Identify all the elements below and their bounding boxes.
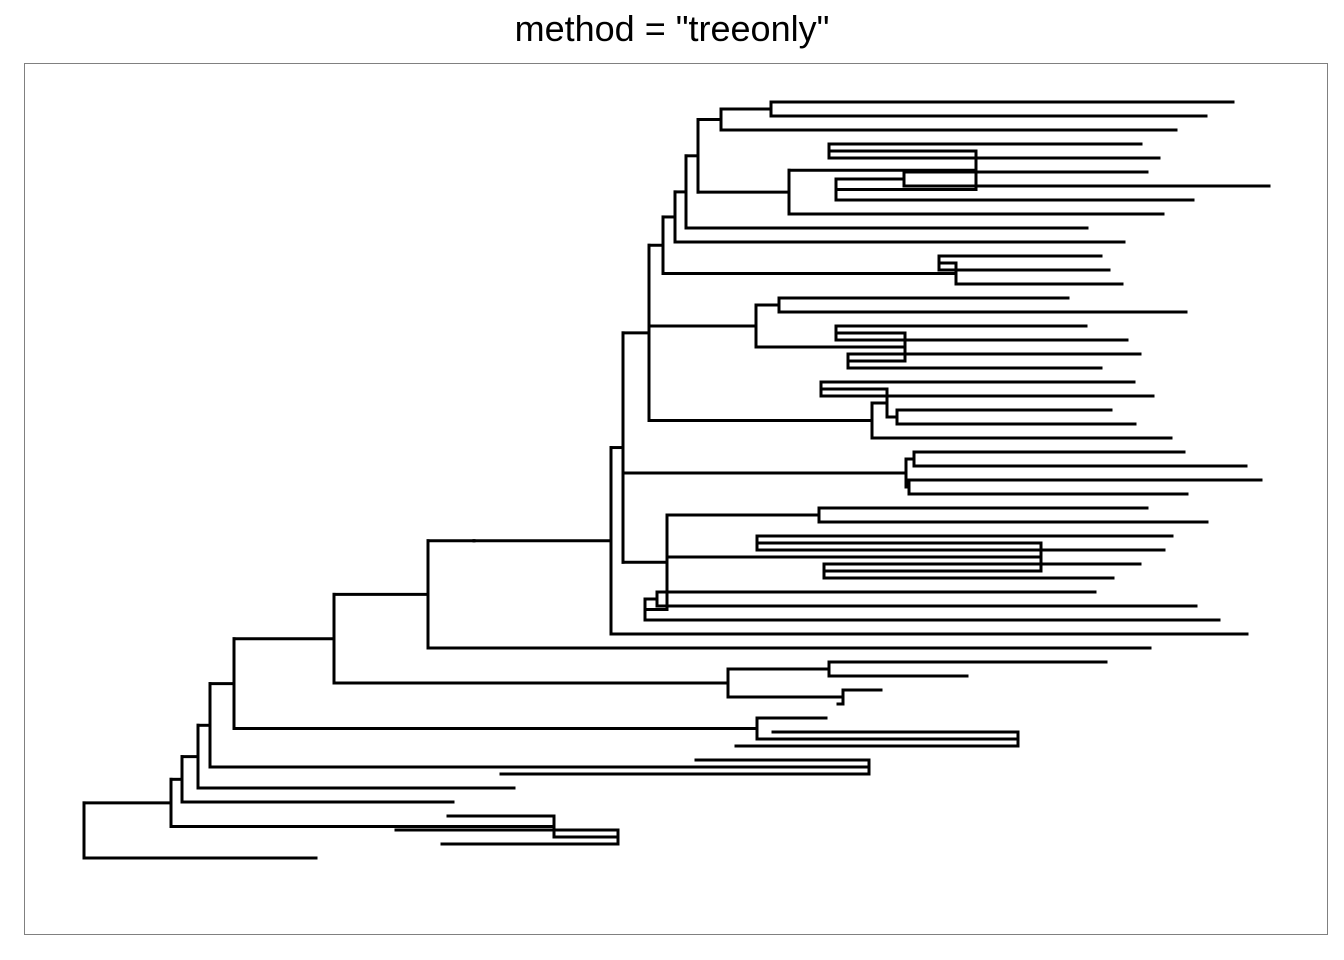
phylogenetic-tree [82,100,1271,860]
plot-title: method = "treeonly" [514,8,830,49]
plot-panel [24,63,1328,935]
